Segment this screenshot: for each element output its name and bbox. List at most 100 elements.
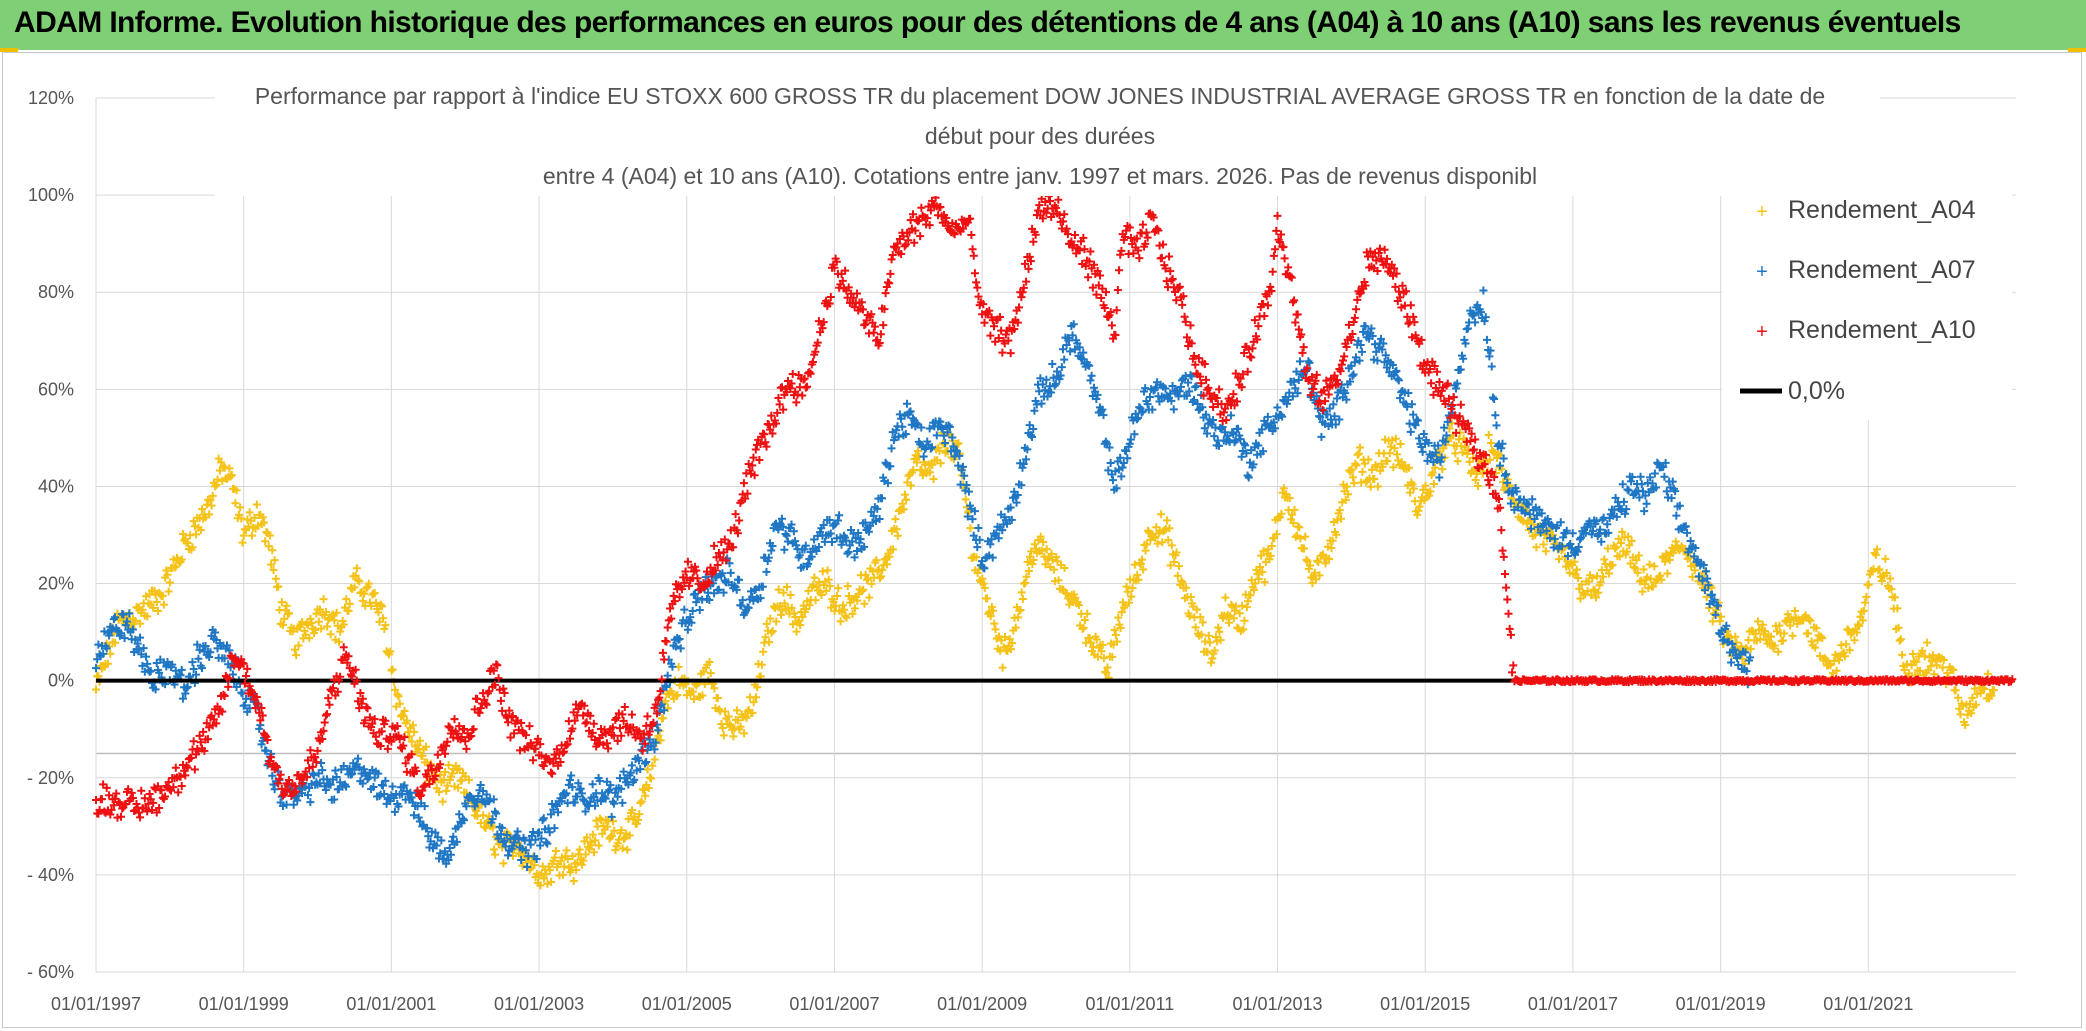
data-point-a07 bbox=[1556, 518, 1565, 527]
data-point-a07 bbox=[1323, 410, 1332, 419]
data-point-a04 bbox=[1378, 462, 1387, 471]
data-point-a07 bbox=[369, 783, 378, 792]
y-tick-label: 0% bbox=[48, 671, 74, 691]
data-point-a04 bbox=[232, 486, 241, 495]
data-point-a10 bbox=[994, 333, 1003, 342]
data-point-a10 bbox=[1143, 233, 1152, 242]
data-point-a10 bbox=[452, 729, 461, 738]
data-point-a04 bbox=[859, 585, 868, 594]
data-point-a10 bbox=[157, 786, 166, 795]
data-point-a04 bbox=[740, 729, 749, 738]
data-point-a10 bbox=[1165, 252, 1174, 261]
data-point-a10 bbox=[258, 711, 267, 720]
data-point-a10 bbox=[1081, 262, 1090, 271]
data-point-a07 bbox=[1098, 405, 1107, 414]
data-point-a07 bbox=[1342, 395, 1351, 404]
data-point-a10 bbox=[1448, 401, 1457, 410]
chart-title-line-1: Performance par rapport à l'indice EU ST… bbox=[255, 83, 1825, 109]
data-point-a10 bbox=[1161, 264, 1170, 273]
data-point-a07 bbox=[1349, 370, 1358, 379]
data-point-a07 bbox=[692, 598, 701, 607]
data-point-a10 bbox=[107, 805, 116, 814]
data-point-a07 bbox=[1628, 473, 1637, 482]
data-point-a10 bbox=[1318, 406, 1327, 415]
data-point-a04 bbox=[575, 845, 584, 854]
data-point-a07 bbox=[1413, 416, 1422, 425]
data-point-a04 bbox=[1751, 629, 1760, 638]
data-point-a07 bbox=[499, 838, 508, 847]
data-point-a04 bbox=[545, 866, 554, 875]
data-point-a04 bbox=[1961, 720, 1970, 729]
data-point-a10 bbox=[911, 226, 920, 235]
series-rendement-a10 bbox=[92, 192, 2017, 822]
data-point-a10 bbox=[232, 656, 241, 665]
data-point-a04 bbox=[824, 575, 833, 584]
data-point-a07 bbox=[624, 780, 633, 789]
data-point-a07 bbox=[424, 832, 433, 841]
data-point-a04 bbox=[572, 865, 581, 874]
data-point-a07 bbox=[945, 423, 954, 432]
data-point-a04 bbox=[1905, 669, 1914, 678]
data-point-a04 bbox=[317, 624, 326, 633]
data-point-a07 bbox=[1017, 481, 1026, 490]
data-point-a04 bbox=[788, 620, 797, 629]
data-point-a10 bbox=[966, 214, 975, 223]
data-point-a04 bbox=[1272, 530, 1281, 539]
data-point-a10 bbox=[420, 781, 429, 790]
data-point-a07 bbox=[718, 569, 727, 578]
data-point-a07 bbox=[962, 480, 971, 489]
data-point-a07 bbox=[444, 855, 453, 864]
data-point-a07 bbox=[1330, 412, 1339, 421]
data-point-a07 bbox=[1193, 400, 1202, 409]
data-point-a04 bbox=[1253, 570, 1262, 579]
data-point-a10 bbox=[1174, 283, 1183, 292]
data-point-a04 bbox=[1314, 557, 1323, 566]
data-point-a04 bbox=[1103, 663, 1112, 672]
data-point-a10 bbox=[751, 445, 760, 454]
data-point-a07 bbox=[1418, 447, 1427, 456]
data-point-a07 bbox=[994, 534, 1003, 543]
data-point-a10 bbox=[811, 347, 820, 356]
data-point-a07 bbox=[756, 594, 765, 603]
data-point-a04 bbox=[1136, 560, 1145, 569]
data-point-a07 bbox=[504, 851, 513, 860]
data-point-a10 bbox=[923, 214, 932, 223]
data-point-a04 bbox=[1049, 565, 1058, 574]
data-point-a10 bbox=[1038, 214, 1047, 223]
data-point-a10 bbox=[1250, 316, 1259, 325]
data-point-a07 bbox=[1640, 507, 1649, 516]
data-point-a07 bbox=[660, 706, 669, 715]
data-point-a04 bbox=[690, 695, 699, 704]
data-point-a10 bbox=[1494, 495, 1503, 504]
data-point-a04 bbox=[1139, 565, 1148, 574]
data-point-a10 bbox=[298, 779, 307, 788]
data-point-a07 bbox=[1234, 424, 1243, 433]
data-point-a10 bbox=[450, 715, 459, 724]
data-point-a07 bbox=[1049, 373, 1058, 382]
data-point-a07 bbox=[137, 650, 146, 659]
data-point-a04 bbox=[1780, 629, 1789, 638]
data-point-a04 bbox=[1134, 575, 1143, 584]
data-point-a04 bbox=[1603, 544, 1612, 553]
data-point-a10 bbox=[1159, 240, 1168, 249]
data-point-a07 bbox=[482, 790, 491, 799]
data-point-a07 bbox=[1714, 601, 1722, 610]
data-point-a10 bbox=[786, 384, 795, 393]
data-point-a04 bbox=[912, 458, 921, 467]
data-point-a10 bbox=[190, 765, 199, 774]
data-point-a04 bbox=[705, 657, 714, 666]
data-point-a10 bbox=[1240, 349, 1249, 358]
data-point-a04 bbox=[875, 574, 884, 583]
data-point-a10 bbox=[818, 324, 827, 333]
data-point-a07 bbox=[1119, 458, 1128, 467]
data-point-a04 bbox=[1336, 514, 1345, 523]
data-point-a04 bbox=[1054, 576, 1063, 585]
series-rendement-a07 bbox=[92, 286, 1755, 872]
data-point-a04 bbox=[1428, 468, 1437, 477]
data-point-a07 bbox=[744, 603, 753, 612]
data-point-a04 bbox=[796, 621, 805, 630]
data-point-a07 bbox=[220, 654, 229, 663]
data-point-a10 bbox=[830, 263, 839, 272]
legend-marker-a07: + bbox=[1756, 261, 1768, 283]
data-point-a04 bbox=[1599, 572, 1608, 581]
